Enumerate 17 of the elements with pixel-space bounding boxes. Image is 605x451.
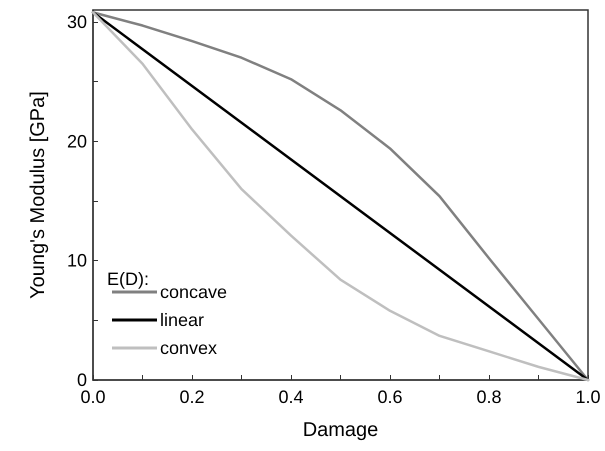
x-tick-label: 0.8: [476, 387, 502, 407]
y-tick-label: 30: [66, 12, 87, 32]
x-tick-label: 1.0: [575, 387, 601, 407]
x-axis-title: Damage: [302, 419, 378, 441]
y-tick-label: 10: [66, 250, 87, 271]
x-tick-label: 0.2: [179, 387, 205, 407]
x-tick-label: 0.0: [80, 387, 106, 407]
x-tick-label: 0.6: [377, 387, 403, 407]
legend-label: linear: [160, 310, 204, 330]
y-tick-label: 0: [76, 370, 87, 390]
y-axis-title: Young's Modulus [GPa]: [27, 91, 49, 299]
legend-title: E(D):: [107, 269, 149, 289]
x-tick-label: 0.4: [278, 387, 304, 407]
legend-label: concave: [160, 282, 228, 302]
line-series: [92, 11, 590, 382]
y-tick-label: 20: [66, 131, 87, 152]
legend-label: convex: [160, 338, 218, 358]
